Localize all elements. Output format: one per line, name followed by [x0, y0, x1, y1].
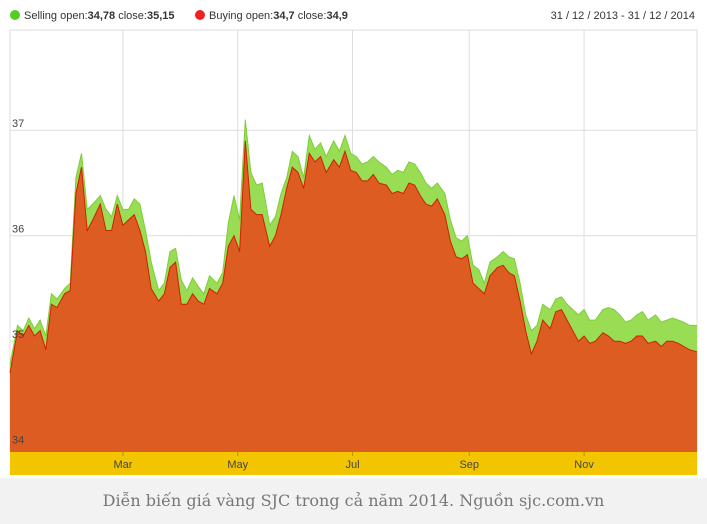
x-tick-label: May — [227, 459, 248, 471]
legend-selling-open-value: 34,78 — [87, 10, 116, 22]
legend-selling-text: Selling open:34,78 close:35,15 — [24, 10, 175, 22]
x-tick-label: Sep — [459, 459, 479, 471]
date-range-label: 31 / 12 / 2013 - 31 / 12 / 2014 — [550, 10, 695, 22]
x-tick-label: Jul — [346, 459, 360, 471]
buying-dot-icon — [195, 10, 205, 20]
legend-buying-close-label: close: — [297, 10, 327, 22]
legend: Selling open:34,78 close:35,15 Buying op… — [0, 0, 707, 30]
y-tick-label: 36 — [12, 224, 24, 236]
x-axis-band — [10, 452, 697, 475]
legend-buying-open-label: open: — [245, 10, 274, 22]
chart-area: 34 35 36 37 Mar May Jul Sep Nov Selling open:34,… — [0, 0, 707, 475]
y-tick-label: 34 — [12, 435, 24, 447]
x-tick-label: Mar — [113, 459, 132, 471]
legend-item-selling[interactable]: Selling open:34,78 close:35,15 — [10, 10, 175, 22]
selling-line — [9, 119, 697, 365]
legend-selling-close-value: 35,15 — [146, 10, 175, 22]
legend-selling-close-label: close: — [118, 10, 147, 22]
legend-buying-text: Buying open:34,7 close:34,9 — [209, 10, 348, 22]
buying-area — [10, 140, 697, 453]
x-tick-label: Nov — [574, 459, 594, 471]
legend-item-buying[interactable]: Buying open:34,7 close:34,9 — [195, 10, 348, 22]
legend-selling-open-label: open: — [60, 10, 88, 22]
selling-dot-icon — [10, 10, 20, 20]
axis-labels: 34 35 36 37 Mar May Jul Sep Nov — [12, 118, 594, 471]
gold-price-chart: 34 35 36 37 Mar May Jul Sep Nov — [9, 29, 698, 475]
y-tick-label: 35 — [12, 329, 24, 341]
caption-bar: Diễn biến giá vàng SJC trong cả năm 2014… — [0, 478, 707, 524]
legend-buying-open-value: 34,7 — [273, 10, 295, 22]
y-tick-label: 37 — [12, 118, 24, 130]
legend-buying-label: Buying — [209, 10, 243, 22]
chart-caption: Diễn biến giá vàng SJC trong cả năm 2014… — [102, 491, 605, 510]
legend-buying-close-value: 34,9 — [326, 10, 348, 22]
series-areas — [9, 119, 698, 453]
buying-line — [9, 140, 698, 373]
x-axis-band-fill — [10, 452, 697, 475]
legend-selling-label: Selling — [24, 10, 58, 22]
